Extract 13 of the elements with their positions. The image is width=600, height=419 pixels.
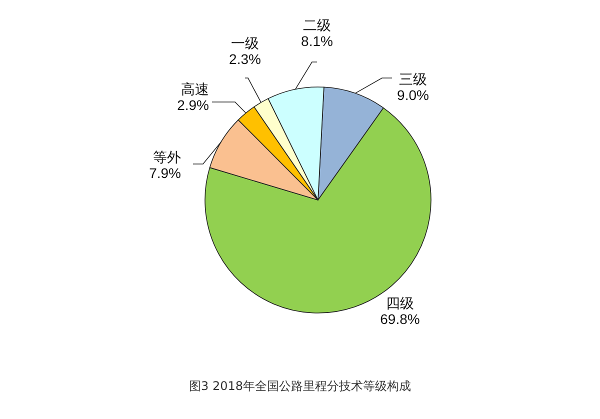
data-label: 7.9% bbox=[149, 165, 181, 181]
data-label: 9.0% bbox=[397, 87, 429, 103]
slice-label: 二级 bbox=[303, 17, 331, 33]
text: 图3 2018年全国公路里程分技术等级构成 bbox=[189, 379, 411, 393]
slice-label: 等外 bbox=[153, 149, 181, 165]
slice-label: 高速 bbox=[181, 81, 209, 97]
data-label: 8.1% bbox=[301, 33, 333, 49]
data-label: 69.8% bbox=[380, 311, 420, 327]
slice-label: 一级 bbox=[231, 35, 259, 51]
data-label: 2.3% bbox=[229, 51, 261, 67]
data-label: 2.9% bbox=[177, 97, 209, 113]
slice-label: 三级 bbox=[399, 71, 427, 87]
slice-label: 四级 bbox=[386, 295, 414, 311]
